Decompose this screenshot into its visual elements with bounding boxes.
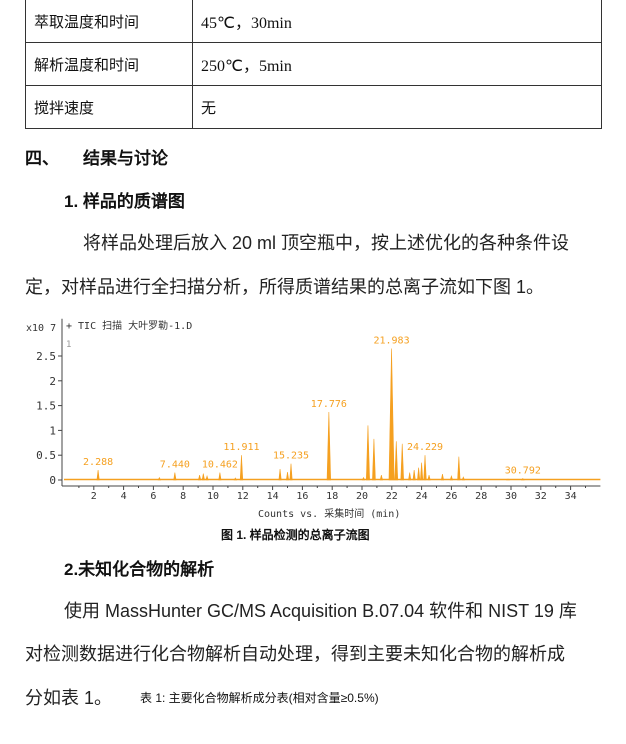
x-tick-label: 28 — [475, 491, 487, 502]
peak-label: 15.235 — [273, 451, 309, 462]
subsection-title: 2.未知化合物的解析 — [64, 560, 215, 579]
cell-value: 45℃，30min — [192, 0, 602, 43]
peak — [96, 470, 100, 481]
cell-key: 萃取温度和时间 — [25, 0, 193, 43]
x-tick-label: 16 — [296, 491, 308, 502]
peak — [420, 462, 424, 481]
peak — [427, 474, 431, 481]
peak — [198, 474, 202, 481]
peak — [457, 456, 461, 481]
x-tick-label: 32 — [535, 491, 547, 502]
peak — [289, 463, 293, 481]
cell-value: 250℃，5min — [192, 42, 602, 86]
peak — [218, 472, 222, 481]
series-index: 1 — [66, 340, 71, 350]
peak — [449, 474, 454, 481]
peak-label: 2.288 — [83, 457, 113, 468]
peak-label: 7.440 — [160, 460, 190, 471]
peak-label: 24.229 — [407, 442, 443, 453]
x-tick-label: 26 — [445, 491, 457, 502]
peak — [233, 477, 238, 481]
peak — [394, 441, 399, 481]
peak-label: 11.911 — [223, 442, 259, 453]
peak — [505, 478, 511, 481]
x-tick-label: 22 — [386, 491, 398, 502]
y-tick-label: 2.5 — [36, 350, 56, 363]
peak — [205, 474, 209, 481]
peak — [440, 473, 445, 481]
peak — [408, 472, 412, 481]
figure-caption: 图 1. 样品检测的总离子流图 — [221, 528, 370, 542]
cell-value: 无 — [192, 85, 602, 129]
y-tick-label: 1 — [49, 424, 56, 437]
peak — [417, 467, 421, 481]
x-tick-label: 10 — [207, 491, 219, 502]
x-tick-label: 4 — [121, 491, 127, 502]
y-tick-label: 1.5 — [36, 400, 56, 413]
x-tick-label: 2 — [91, 491, 97, 502]
peak — [285, 472, 290, 481]
x-tick-label: 14 — [267, 491, 279, 502]
peak — [278, 469, 282, 481]
peak — [157, 476, 162, 481]
table-row: 萃取温度和时间 45℃，30min — [25, 0, 602, 43]
y-tick-label: 2 — [49, 375, 56, 388]
table-caption: 表 1: 主要化合物解析成分表(相对含量≥0.5%) — [140, 691, 379, 705]
table-row: 解析温度和时间 250℃，5min — [25, 42, 602, 86]
x-tick-label: 8 — [180, 491, 186, 502]
y-multiplier: x10 7 — [26, 323, 56, 334]
peak — [412, 470, 416, 481]
section-title: 结果与讨论 — [83, 149, 168, 168]
peak — [361, 476, 366, 481]
chart-title: + TIC 扫描 大叶罗勒-1.D — [66, 319, 192, 332]
peak-label: 17.776 — [311, 399, 347, 410]
paragraph-line: 将样品处理后放入 20 ml 顶空瓶中，按上述优化的各种条件设 — [83, 233, 570, 253]
table-row: 搅拌速度无 — [25, 85, 602, 129]
x-tick-label: 30 — [505, 491, 517, 502]
peak — [423, 455, 427, 481]
paragraph-line: 使用 MassHunter GC/MS Acquisition B.07.04 … — [64, 601, 577, 621]
paragraph-line: 分如表 1。 — [25, 688, 113, 708]
x-tick-label: 34 — [565, 491, 577, 502]
subsection-title: 1. 样品的质谱图 — [64, 192, 185, 211]
y-tick-label: 0 — [49, 474, 56, 487]
x-tick-label: 24 — [416, 491, 428, 502]
paragraph-line: 定，对样品进行全扫描分析，所得质谱结果的总离子流如下图 1。 — [25, 277, 545, 297]
x-tick-label: 20 — [356, 491, 368, 502]
section-number: 四、 — [25, 149, 59, 168]
paragraph-line: 对检测数据进行化合物解析自动处理，得到主要未知化合物的解析成 — [25, 644, 565, 664]
peak — [520, 478, 525, 481]
peak — [388, 348, 395, 481]
peak — [400, 443, 404, 481]
x-axis-label: Counts vs. 采集时间 (min) — [258, 507, 400, 520]
peak — [365, 425, 370, 481]
peak — [173, 472, 177, 481]
x-tick-label: 18 — [326, 491, 338, 502]
peak — [461, 476, 465, 481]
peak — [201, 473, 205, 481]
peak — [379, 474, 383, 481]
conditions-table: 萃取温度和时间 45℃，30min 解析温度和时间 250℃，5min 搅拌速度无 — [25, 0, 602, 129]
peak — [372, 438, 376, 481]
x-tick-label: 12 — [237, 491, 249, 502]
peak-label: 30.792 — [505, 466, 541, 477]
peak — [326, 412, 331, 481]
y-tick-label: 0.5 — [36, 449, 56, 462]
peak-label: 10.462 — [202, 460, 238, 471]
peak-label: 21.983 — [373, 336, 409, 347]
peak — [239, 455, 244, 481]
x-tick-label: 6 — [150, 491, 156, 502]
